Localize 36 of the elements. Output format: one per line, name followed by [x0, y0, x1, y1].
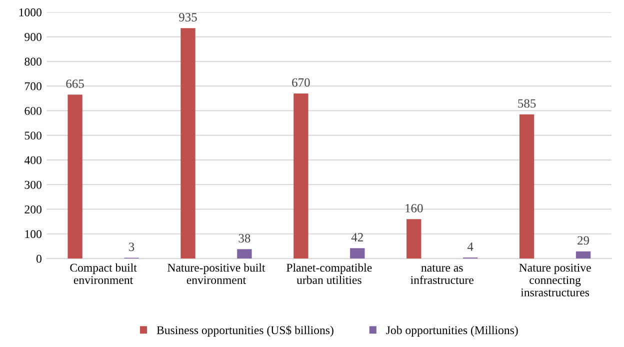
data-label: 670 — [292, 78, 310, 87]
bar — [576, 251, 591, 259]
y-tick-label: 900 — [24, 33, 42, 41]
y-tick-label: 300 — [24, 180, 42, 189]
data-label: 935 — [179, 13, 197, 22]
data-label: 3 — [128, 242, 134, 252]
bar — [180, 28, 196, 259]
data-label: 38 — [238, 234, 250, 242]
y-tick-label: 800 — [24, 58, 42, 66]
data-label: 160 — [406, 204, 423, 212]
x-tick-label: Planet-compatible urban utilities — [286, 263, 372, 284]
y-tick-label: 1000 — [19, 8, 42, 16]
bar — [237, 249, 252, 259]
y-tick-label: 400 — [24, 156, 42, 164]
legend-label: Business opportunities (US$ billions) — [156, 326, 334, 337]
data-label: 665 — [66, 80, 84, 88]
x-tick-label: nature as infrastructure — [410, 264, 474, 284]
x-tick-label: Nature positive connecting insrastructures — [519, 264, 591, 296]
x-tick-label: Nature-positive built environment — [168, 263, 266, 284]
y-tick-label: 600 — [24, 106, 42, 115]
data-label: 42 — [351, 233, 363, 242]
legend-label: Job opportunities (Millions) — [386, 326, 518, 337]
bar — [519, 114, 534, 259]
data-label: 4 — [467, 242, 474, 251]
data-label: 585 — [518, 99, 536, 108]
y-tick-label: 500 — [24, 132, 42, 140]
x-tick-label: Compact built environment — [70, 263, 137, 284]
y-tick-label: 100 — [25, 230, 42, 238]
y-tick-label: 700 — [25, 82, 42, 90]
bar — [294, 93, 308, 259]
y-tick-label: 0 — [36, 254, 42, 263]
data-label: 29 — [578, 236, 590, 245]
bar — [350, 248, 365, 259]
y-tick-label: 200 — [24, 205, 42, 214]
bar — [68, 94, 82, 259]
bar — [406, 219, 422, 259]
